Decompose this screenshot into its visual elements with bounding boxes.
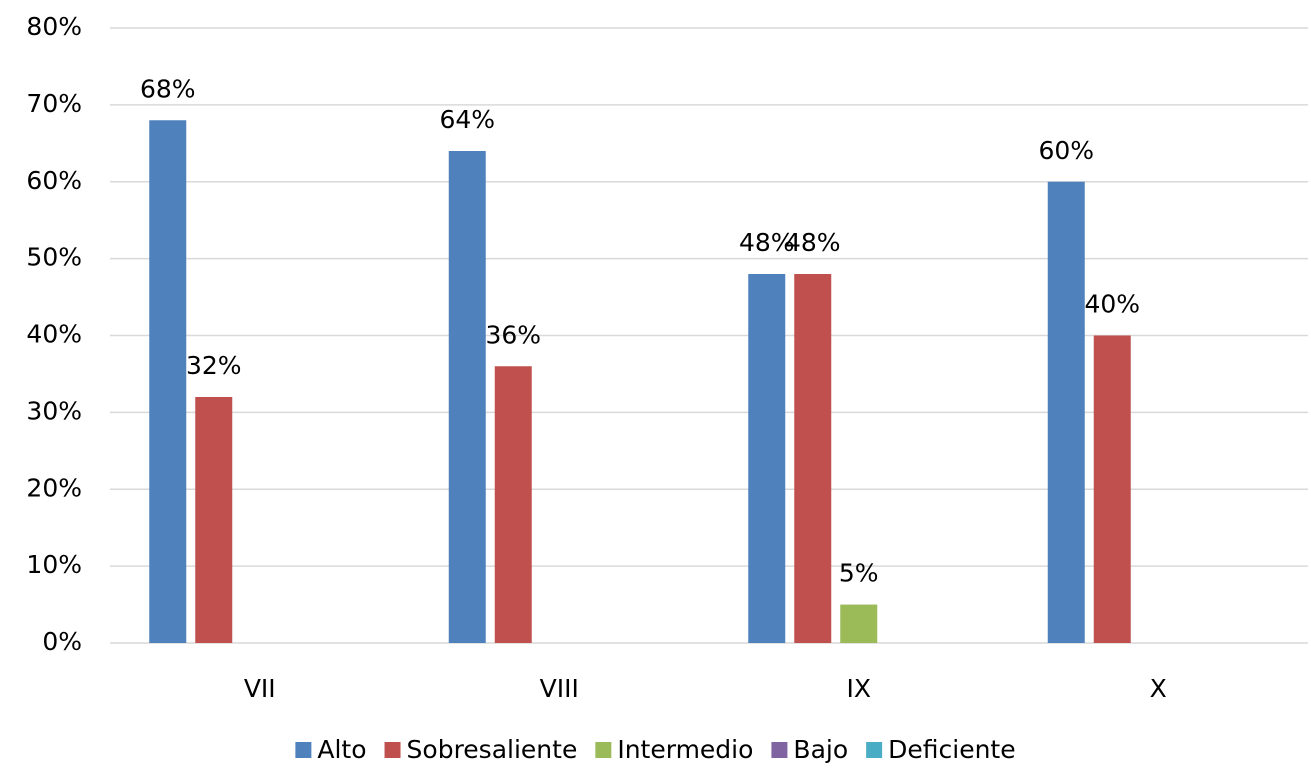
data-label: 64% (439, 105, 495, 134)
data-label: 5% (839, 559, 879, 588)
data-label: 48% (785, 228, 841, 257)
y-tick-label: 40% (26, 320, 82, 349)
y-tick-label: 0% (42, 627, 82, 656)
bar (748, 274, 786, 643)
y-tick-label: 50% (26, 243, 82, 272)
y-tick-label: 80% (26, 12, 82, 41)
legend-label: Intermedio (617, 735, 753, 764)
data-label: 68% (140, 74, 196, 103)
legend-label: Bajo (793, 735, 848, 764)
x-tick-label: X (1150, 674, 1167, 703)
legend-label: Deficiente (888, 735, 1015, 764)
legend-swatch (866, 742, 883, 758)
legend-swatch (384, 742, 401, 758)
bar (1093, 335, 1131, 643)
bar (1047, 181, 1085, 643)
data-label: 36% (485, 320, 541, 349)
data-label: 60% (1038, 136, 1094, 165)
y-tick-label: 20% (26, 473, 82, 502)
bar (794, 274, 832, 643)
legend-swatch (295, 742, 312, 758)
legend-label: Alto (317, 735, 366, 764)
data-label: 48% (739, 228, 795, 257)
y-tick-label: 30% (26, 396, 82, 425)
y-tick-label: 60% (26, 166, 82, 195)
data-label: 32% (186, 351, 242, 380)
y-tick-label: 10% (26, 550, 82, 579)
y-tick-label: 70% (26, 89, 82, 118)
legend-label: Sobresaliente (407, 735, 578, 764)
data-label: 40% (1084, 290, 1140, 319)
legend-swatch (595, 742, 612, 758)
bar (448, 151, 486, 643)
bar (149, 120, 187, 643)
bar (494, 366, 532, 643)
bar (195, 397, 233, 643)
x-tick-label: VIII (540, 674, 579, 703)
bar (840, 604, 878, 643)
legend-swatch (771, 742, 788, 758)
x-tick-label: IX (847, 674, 872, 703)
x-tick-label: VII (244, 674, 276, 703)
